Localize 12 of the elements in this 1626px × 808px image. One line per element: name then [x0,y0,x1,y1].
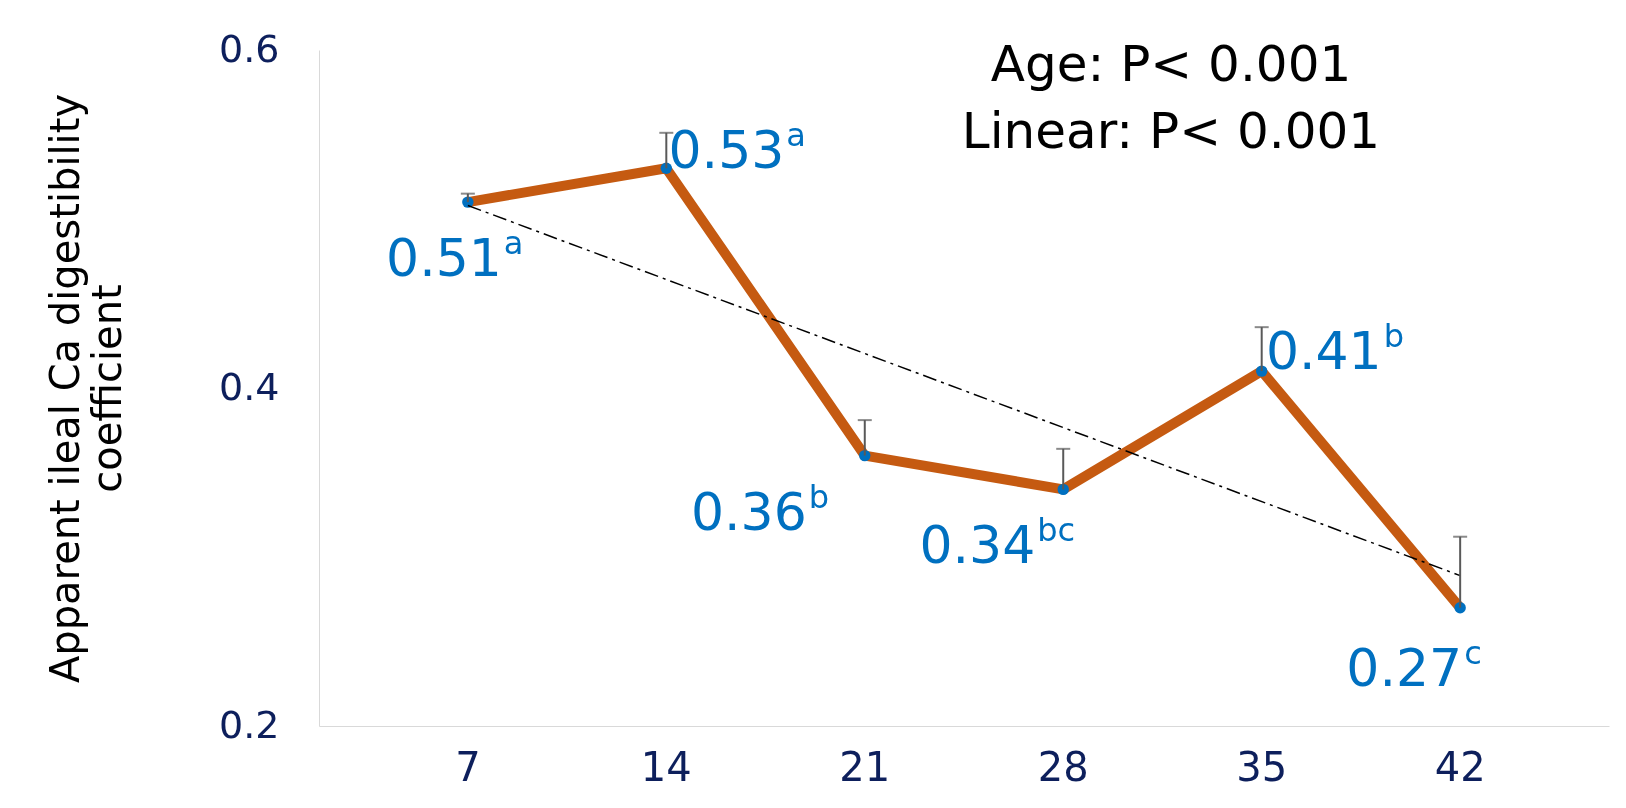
x-tick-label: 42 [1434,743,1486,790]
x-tick-label: 35 [1236,743,1288,790]
annotation: Linear: P< 0.001 [961,102,1381,160]
y-tick-label: 0.6 [219,26,280,71]
y-axis-title: Apparent ileal Ca digestibility coefficient [42,93,131,684]
y-tick-label: 0.2 [219,702,280,747]
x-tick-label: 21 [839,743,891,790]
x-tick-label: 28 [1037,743,1089,790]
x-tick-label: 7 [455,743,481,790]
y-tick-label: 0.4 [219,364,280,409]
annotation: Age: P< 0.001 [990,35,1352,93]
x-tick-label: 14 [640,743,692,790]
